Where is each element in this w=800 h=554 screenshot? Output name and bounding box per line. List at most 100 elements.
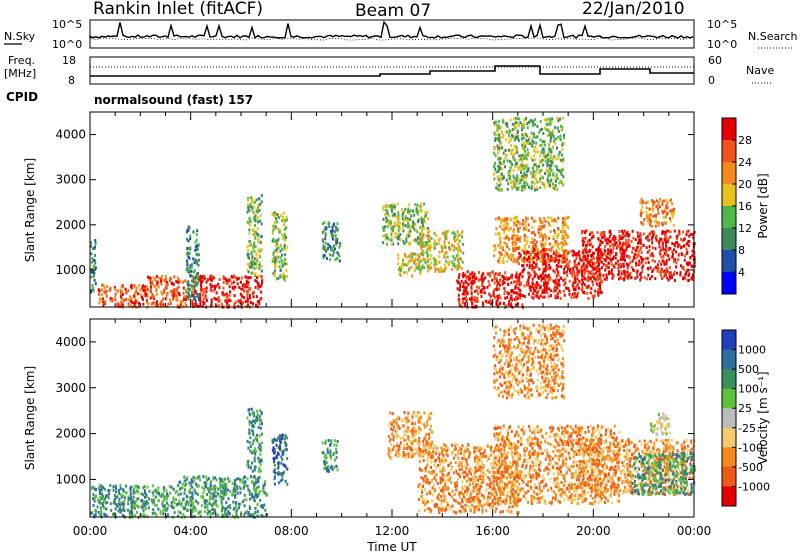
- heatmap-cell: [548, 236, 551, 240]
- heatmap-cell: [495, 133, 498, 137]
- heatmap-cell: [433, 231, 436, 235]
- heatmap-cell: [192, 290, 194, 294]
- heatmap-cell: [645, 206, 648, 210]
- heatmap-cell: [488, 271, 491, 275]
- heatmap-cell: [677, 243, 680, 247]
- heatmap-cell: [491, 270, 494, 274]
- heatmap-cell: [543, 290, 546, 294]
- heatmap-cell: [517, 186, 520, 190]
- heatmap-cell: [693, 264, 696, 268]
- heatmap-cell: [392, 205, 395, 209]
- heatmap-cell: [227, 497, 230, 501]
- heatmap-cell: [241, 478, 244, 482]
- heatmap-cell: [426, 248, 429, 252]
- heatmap-cell: [640, 221, 643, 224]
- heatmap-cell: [331, 229, 334, 233]
- heatmap-cell: [242, 301, 245, 304]
- heatmap-cell: [637, 241, 640, 245]
- heatmap-cell: [284, 258, 287, 261]
- heatmap-cell: [127, 289, 130, 293]
- heatmap-cell: [162, 489, 165, 493]
- heatmap-cell: [382, 234, 385, 238]
- heatmap-cell: [92, 493, 95, 496]
- heatmap-cell: [542, 132, 545, 135]
- heatmap-cell: [498, 271, 501, 275]
- heatmap-cell: [423, 244, 426, 248]
- heatmap-cell: [452, 255, 455, 259]
- heatmap-cell: [557, 281, 560, 284]
- heatmap-cell: [543, 255, 546, 259]
- heatmap-cell: [122, 503, 125, 507]
- heatmap-cell: [534, 145, 537, 149]
- heatmap-cell: [120, 299, 123, 303]
- heatmap-cell: [687, 279, 690, 282]
- heatmap-cell: [118, 490, 121, 494]
- heatmap-cell: [451, 260, 454, 264]
- heatmap-cell: [543, 216, 546, 220]
- heatmap-cell: [258, 443, 261, 446]
- heatmap-cell: [246, 460, 249, 464]
- heatmap-cell: [520, 282, 523, 286]
- heatmap-cell: [130, 485, 133, 489]
- heatmap-cell: [640, 201, 643, 205]
- heatmap-cell: [238, 285, 241, 289]
- heatmap-cell: [656, 269, 659, 273]
- heatmap-cell: [246, 285, 249, 289]
- heatmap-cell: [553, 155, 556, 159]
- heatmap-cell: [248, 223, 251, 227]
- heatmap-cell: [334, 225, 337, 229]
- heatmap-cell: [155, 300, 158, 304]
- heatmap-cell: [323, 460, 326, 464]
- heatmap-cell: [575, 263, 578, 267]
- heatmap-cell: [544, 260, 546, 263]
- heatmap-cell: [121, 301, 124, 305]
- heatmap-cell: [666, 229, 669, 233]
- heatmap-cell: [535, 258, 538, 262]
- heatmap-cell: [448, 247, 451, 251]
- heatmap-cell: [507, 302, 510, 306]
- heatmap-cell: [277, 216, 280, 219]
- heatmap-cell: [335, 237, 338, 241]
- heatmap-cell: [657, 267, 660, 271]
- heatmap-cell: [578, 254, 581, 258]
- heatmap-cell: [631, 229, 634, 233]
- heatmap-cell: [576, 277, 579, 281]
- heatmap-cell: [140, 513, 143, 517]
- heatmap-cell: [514, 165, 517, 169]
- heatmap-cell: [497, 151, 499, 155]
- heatmap-cell: [492, 290, 495, 294]
- heatmap-cell: [335, 450, 338, 454]
- heatmap-cell: [412, 239, 415, 243]
- heatmap-cell: [119, 507, 121, 510]
- heatmap-cell: [182, 291, 185, 295]
- heatmap-cell: [184, 488, 186, 492]
- heatmap-cell: [526, 122, 529, 126]
- heatmap-cell: [159, 304, 162, 308]
- heatmap-cell: [487, 280, 490, 283]
- heatmap-cell: [554, 270, 557, 274]
- heatmap-cell: [339, 241, 341, 245]
- heatmap-cell: [425, 234, 428, 238]
- heatmap-cell: [539, 294, 542, 298]
- heatmap-cell: [518, 154, 521, 158]
- heatmap-cell: [206, 507, 209, 511]
- heatmap-cell: [405, 240, 408, 244]
- heatmap-cell: [542, 226, 545, 230]
- heatmap-cell: [240, 276, 243, 280]
- heatmap-cell: [213, 501, 216, 505]
- heatmap-cell: [511, 243, 514, 246]
- heatmap-cell: [236, 282, 239, 286]
- heatmap-cell: [244, 275, 247, 279]
- heatmap-cell: [387, 204, 390, 208]
- heatmap-cell: [176, 489, 179, 493]
- heatmap-cell: [218, 494, 221, 498]
- station-title: Rankin Inlet (fitACF): [93, 0, 263, 19]
- heatmap-cell: [686, 279, 689, 282]
- heatmap-cell: [531, 180, 534, 184]
- heatmap-cell: [109, 299, 112, 303]
- heatmap-cell: [263, 491, 266, 495]
- heatmap-cell: [530, 216, 533, 220]
- heatmap-cell: [668, 271, 671, 275]
- y-tick-label: 1000: [55, 263, 86, 277]
- heatmap-cell: [522, 141, 525, 145]
